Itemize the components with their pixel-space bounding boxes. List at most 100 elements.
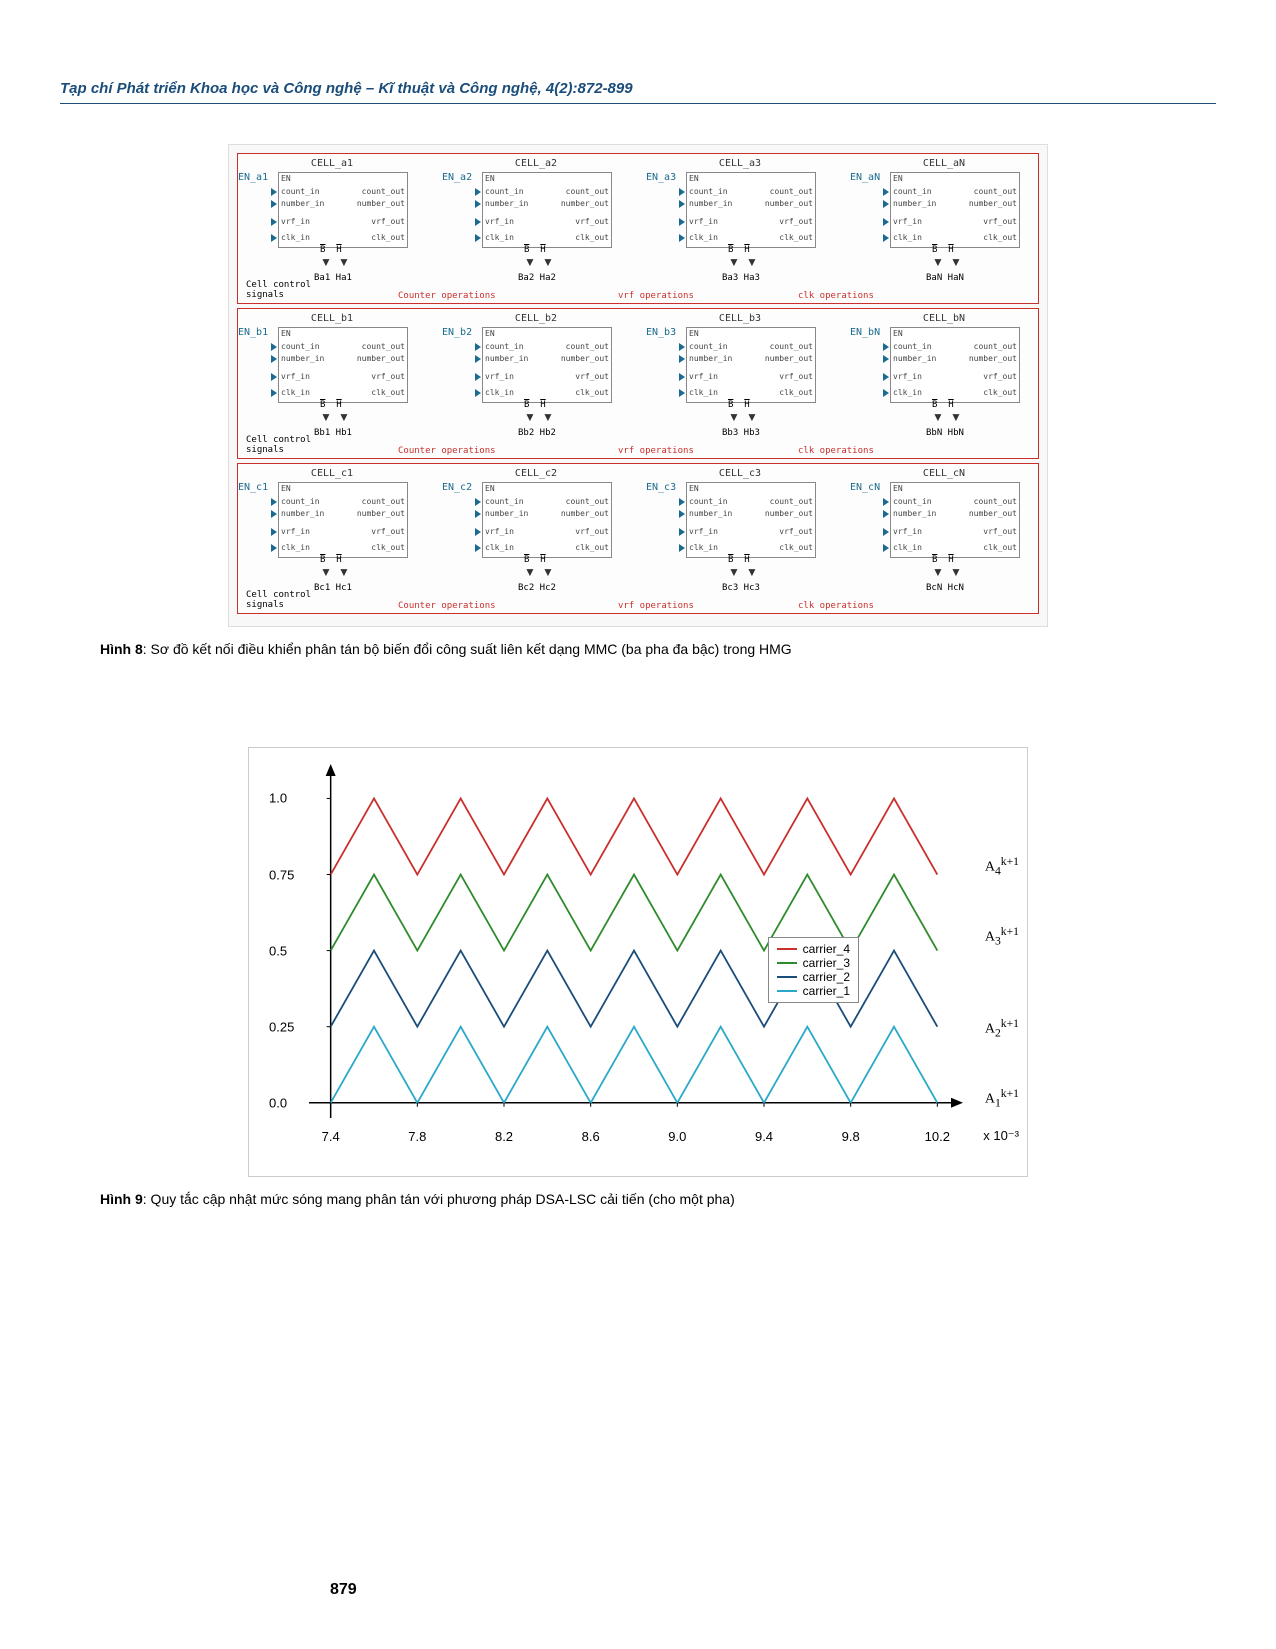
counter-ops-label: Counter operations [398,291,496,301]
legend-row: carrier_4 [777,942,850,956]
cell-box: ENcount_incount_outnumber_innumber_outvr… [482,327,612,403]
en-label: EN_bN [850,327,880,338]
port-out: clk_out [983,233,1017,242]
en-label: EN_b1 [238,327,268,338]
vrf-ops-label: vrf operations [618,291,694,301]
port-out: clk_out [575,233,609,242]
en-label: EN_b2 [442,327,472,338]
port-out: count_out [566,342,609,351]
port-out: vrf_out [983,527,1017,536]
a-label: A4k+1 [985,855,1019,877]
figure-9-block: 0.00.250.50.751.07.47.88.28.69.09.49.810… [60,747,1216,1207]
port-in: clk_in [689,233,718,242]
down-arrow-icon: ▼ [932,410,944,424]
cell-box: ENcount_incount_outnumber_innumber_outvr… [890,172,1020,248]
port-out: number_out [357,354,405,363]
port-in: clk_in [281,388,310,397]
down-arrow-icon: ▼ [320,410,332,424]
bh-label: B H [728,555,750,565]
arrow-in-icon [679,528,685,536]
port-in: number_in [893,509,936,518]
port-out: vrf_out [983,372,1017,381]
port-in: clk_in [689,543,718,552]
arrow-in-icon [883,343,889,351]
port-out: vrf_out [779,372,813,381]
cell-aN: CELL_aNEN_aNENcount_incount_outnumber_in… [854,158,1034,283]
legend-text: carrier_3 [803,956,850,970]
legend-text: carrier_4 [803,942,850,956]
port-in: number_in [485,509,528,518]
port-in: number_in [485,354,528,363]
port-in: vrf_in [689,372,718,381]
arrow-in-icon [883,389,889,397]
cell-cN: CELL_cNEN_cNENcount_incount_outnumber_in… [854,468,1034,593]
bh-label: B H [932,245,954,255]
en-inner: EN [689,329,699,338]
arrow-in-icon [475,355,481,363]
arrow-in-icon [475,389,481,397]
down-arrow-icon: ▼ [338,565,350,579]
port-out: clk_out [779,543,813,552]
arrow-in-icon [475,528,481,536]
bh-label: B H [524,400,546,410]
en-inner: EN [485,329,495,338]
cell-a1: CELL_a1EN_a1ENcount_incount_outnumber_in… [242,158,422,283]
cell-title: CELL_a2 [446,158,626,169]
bh-bottom-label: Bc3 Hc3 [722,583,760,593]
port-in: count_in [281,497,320,506]
down-arrow-icon: ▼ [728,255,740,269]
port-in: vrf_in [281,527,310,536]
x-tick-label: 9.4 [755,1129,773,1144]
arrow-in-icon [883,188,889,196]
cell-box: ENcount_incount_outnumber_innumber_outvr… [686,482,816,558]
cell-a2: CELL_a2EN_a2ENcount_incount_outnumber_in… [446,158,626,283]
figure-8-caption-text: : Sơ đồ kết nối điều khiển phân tán bộ b… [143,641,792,657]
cell-box: ENcount_incount_outnumber_innumber_outvr… [278,482,408,558]
legend-text: carrier_1 [803,984,850,998]
cell-title: CELL_b2 [446,313,626,324]
port-out: count_out [974,342,1017,351]
arrow-in-icon [475,510,481,518]
cell-b3: CELL_b3EN_b3ENcount_incount_outnumber_in… [650,313,830,438]
en-inner: EN [893,484,903,493]
port-out: vrf_out [575,217,609,226]
port-in: number_in [689,199,732,208]
vrf-ops-label: vrf operations [618,601,694,611]
phase-row-c: CELL_c1EN_c1ENcount_incount_outnumber_in… [237,463,1039,614]
port-in: vrf_in [485,527,514,536]
port-out: count_out [770,497,813,506]
a-label: A2k+1 [985,1017,1019,1039]
arrow-in-icon [679,218,685,226]
arrow-in-icon [679,389,685,397]
bh-bottom-label: BaN HaN [926,273,964,283]
y-tick-label: 0.0 [269,1095,287,1110]
port-in: number_in [689,354,732,363]
port-in: count_in [689,497,728,506]
arrow-in-icon [271,528,277,536]
port-in: clk_in [281,233,310,242]
figure-8-diagram: CELL_a1EN_a1ENcount_incount_outnumber_in… [228,144,1048,627]
port-in: clk_in [485,543,514,552]
down-arrow-icon: ▼ [950,255,962,269]
port-out: number_out [969,354,1017,363]
legend-line-icon [777,976,797,978]
port-in: vrf_in [893,217,922,226]
x-tick-label: 10.2 [925,1129,950,1144]
bh-label: B H [524,555,546,565]
port-in: count_in [893,342,932,351]
port-in: count_in [485,187,524,196]
port-in: clk_in [893,233,922,242]
arrow-in-icon [271,218,277,226]
x-tick-label: 7.4 [322,1129,340,1144]
legend-line-icon [777,948,797,950]
port-in: count_in [689,187,728,196]
arrow-in-icon [475,188,481,196]
port-out: clk_out [779,388,813,397]
page-number: 879 [330,1581,357,1599]
cell-title: CELL_aN [854,158,1034,169]
arrow-in-icon [883,218,889,226]
arrow-in-icon [679,498,685,506]
cell-box: ENcount_incount_outnumber_innumber_outvr… [890,482,1020,558]
arrow-in-icon [475,343,481,351]
en-inner: EN [689,174,699,183]
